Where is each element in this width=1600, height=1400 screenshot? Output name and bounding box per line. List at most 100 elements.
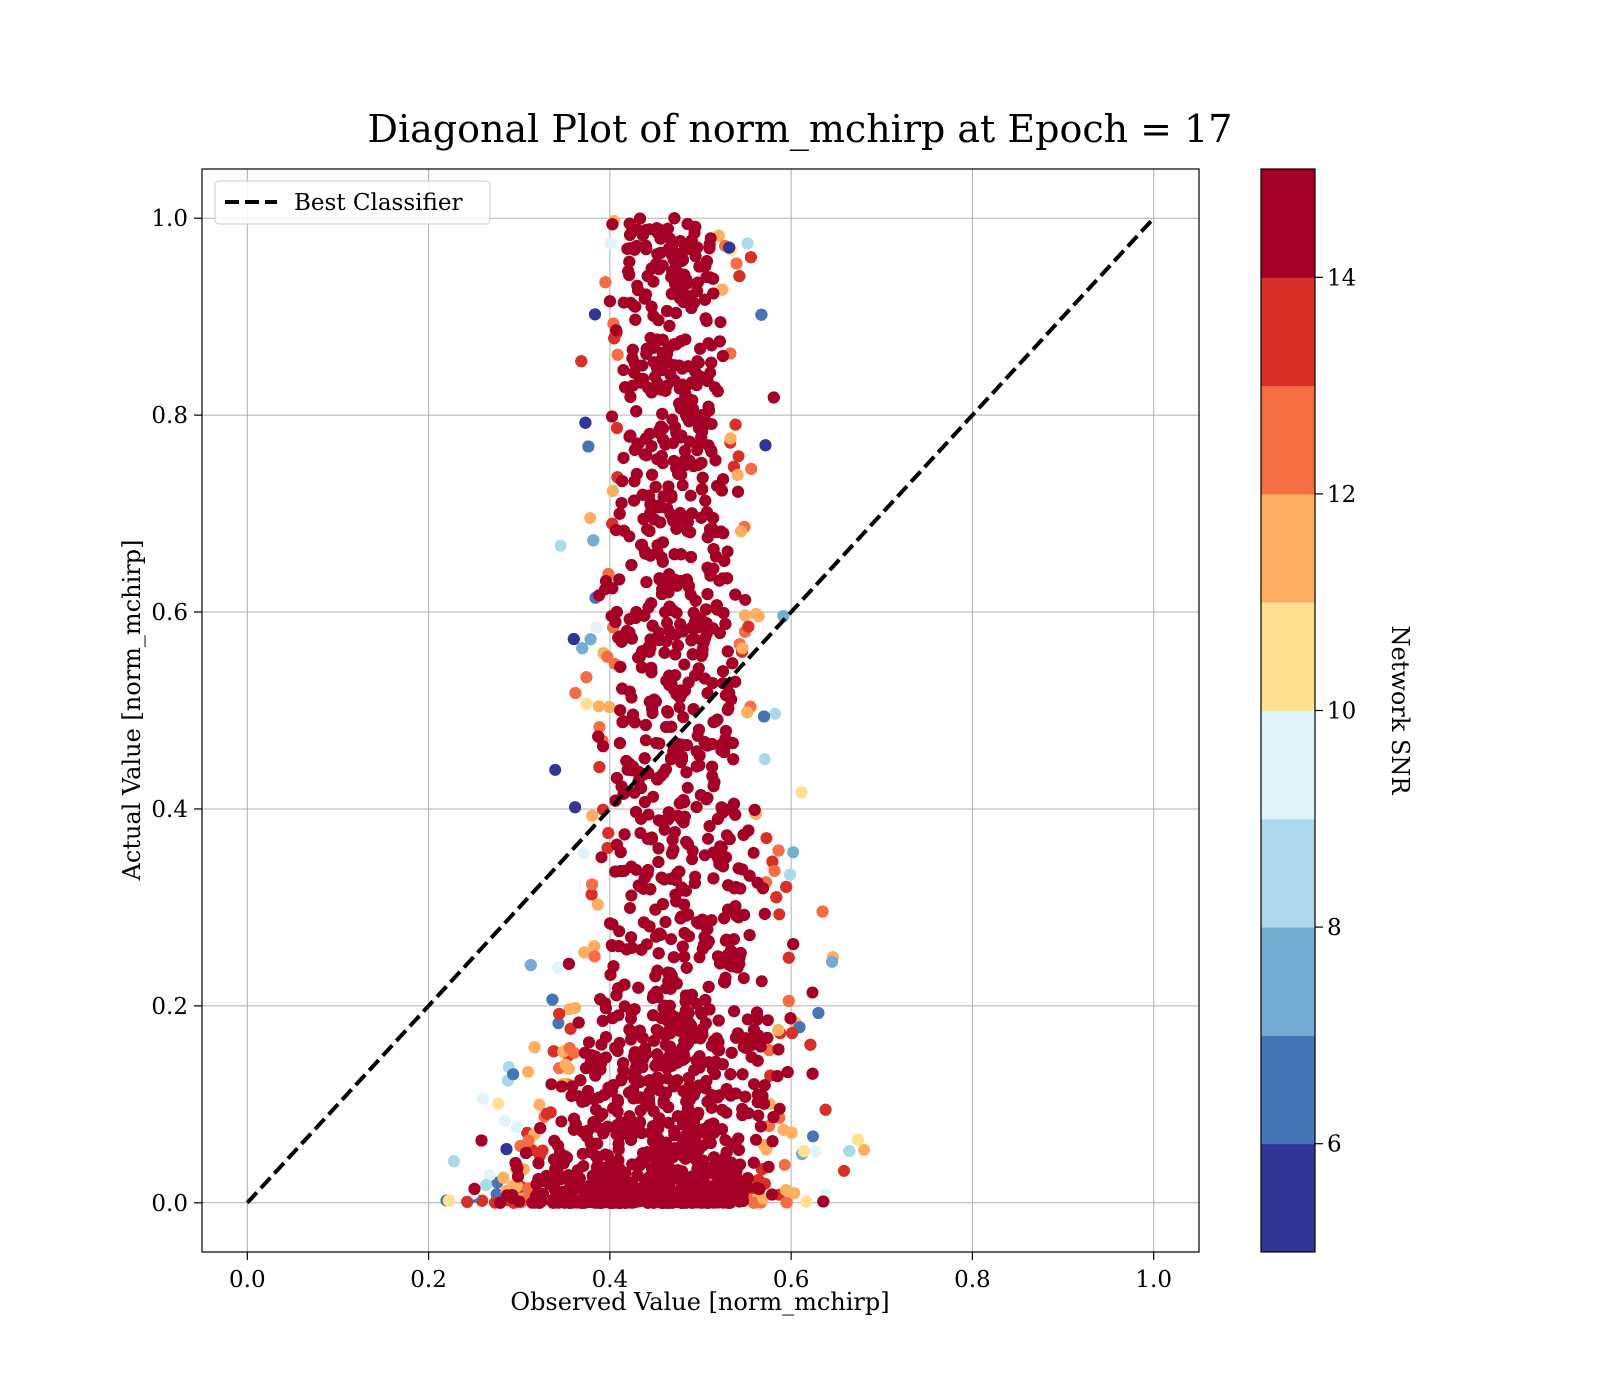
scatter-point: [702, 400, 715, 413]
scatter-point: [626, 352, 639, 365]
scatter-point: [727, 753, 740, 766]
scatter-point: [730, 257, 743, 270]
scatter-point: [725, 1046, 738, 1059]
scatter-point: [646, 991, 659, 1004]
scatter-point: [584, 633, 597, 646]
scatter-point: [654, 516, 667, 529]
scatter-point: [736, 863, 749, 876]
scatter-point: [735, 525, 748, 538]
scatter-point: [616, 682, 629, 695]
scatter-point: [507, 1068, 520, 1081]
scatter-point: [640, 576, 653, 589]
scatter-point: [596, 1014, 609, 1027]
scatter-point: [617, 364, 630, 376]
scatter-point: [613, 573, 626, 586]
scatter-point: [707, 543, 720, 556]
scatter-point: [703, 820, 716, 833]
scatter-point: [742, 620, 755, 633]
scatter-point: [635, 539, 648, 551]
scatter-point: [785, 1126, 798, 1139]
scatter-point: [651, 539, 664, 552]
scatter-point: [688, 877, 701, 889]
scatter-point: [552, 1017, 565, 1030]
scatter-point: [751, 1182, 764, 1194]
scatter-point: [497, 1171, 510, 1184]
scatter-point: [683, 454, 696, 467]
scatter-point: [637, 513, 650, 525]
scatter-point: [721, 572, 734, 585]
scatter-point: [670, 462, 683, 475]
scatter-point: [659, 384, 672, 397]
scatter-point: [591, 898, 604, 911]
scatter-point: [745, 462, 758, 475]
scatter-point: [670, 307, 682, 319]
scatter-point: [646, 619, 659, 632]
scatter-point: [625, 764, 638, 777]
scatter-point: [590, 1150, 602, 1163]
scatter-point: [711, 812, 724, 825]
scatter-point: [674, 335, 687, 348]
scatter-point: [683, 435, 696, 448]
scatter-point: [726, 657, 739, 670]
scatter-point: [723, 241, 736, 254]
scatter-point: [650, 737, 663, 749]
scatter-point: [574, 1074, 587, 1087]
scatter-point: [771, 1070, 784, 1083]
scatter-point: [624, 902, 636, 914]
scatter-point: [553, 1007, 566, 1020]
scatter-point: [645, 300, 658, 313]
scatter-point: [714, 957, 727, 970]
scatter-point: [722, 951, 735, 964]
scatter-point: [666, 265, 679, 278]
scatter-point: [729, 1087, 742, 1100]
scatter-point: [562, 957, 575, 970]
scatter-point: [591, 1159, 604, 1172]
scatter-point: [604, 968, 617, 981]
scatter-point: [511, 1180, 524, 1193]
scatter-point: [624, 242, 636, 255]
scatter-point: [721, 645, 734, 658]
scatter-point: [701, 375, 714, 387]
scatter-point: [675, 750, 688, 763]
scatter-point: [631, 437, 644, 450]
scatter-point: [552, 961, 565, 974]
scatter-point: [617, 296, 630, 309]
scatter-point: [533, 1098, 546, 1111]
scatter-point: [733, 270, 746, 283]
scatter-point: [663, 669, 676, 682]
scatter-point: [736, 1068, 749, 1081]
scatter-point: [732, 485, 744, 498]
scatter-point: [673, 701, 686, 714]
scatter-point: [599, 276, 612, 289]
scatter-point: [780, 1196, 793, 1209]
scatter-point: [711, 385, 724, 398]
scatter-point: [809, 1145, 822, 1158]
scatter-point: [658, 999, 671, 1012]
scatter-point: [678, 658, 691, 671]
scatter-point: [680, 961, 693, 974]
scatter-point: [700, 1075, 713, 1087]
chart-title: Diagonal Plot of norm_mchirp at Epoch = …: [368, 107, 1233, 152]
scatter-point: [665, 287, 678, 300]
scatter-point: [697, 1169, 710, 1181]
scatter-point: [661, 355, 673, 368]
scatter-point: [773, 1102, 786, 1115]
scatter-point: [603, 701, 616, 714]
scatter-point: [766, 1188, 779, 1201]
scatter-point: [563, 1042, 576, 1055]
scatter-point: [625, 931, 638, 944]
scatter-point: [637, 1053, 649, 1066]
scatter-point: [618, 864, 631, 877]
scatter-point: [702, 1056, 715, 1069]
scatter-point: [643, 489, 655, 502]
scatter-point: [659, 916, 672, 928]
scatter-point: [714, 525, 727, 538]
scatter-point: [768, 864, 781, 877]
scatter-point: [597, 740, 610, 753]
scatter-point: [653, 927, 666, 940]
scatter-point: [580, 671, 593, 684]
scatter-point: [752, 1109, 765, 1122]
scatter-point: [614, 660, 627, 673]
scatter-point: [655, 588, 668, 601]
scatter-point: [858, 1143, 871, 1156]
